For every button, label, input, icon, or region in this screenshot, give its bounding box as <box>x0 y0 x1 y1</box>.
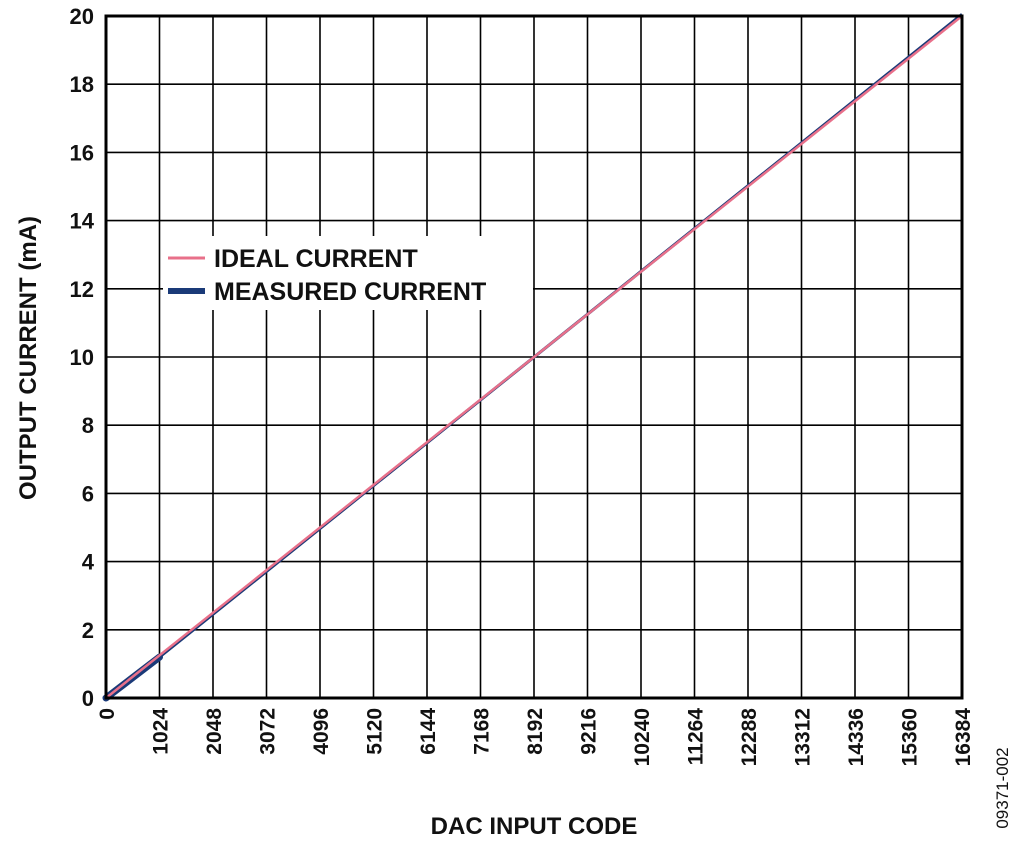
y-tick-label: 12 <box>70 277 94 302</box>
y-tick-label: 10 <box>70 345 94 370</box>
y-tick-label: 8 <box>82 413 94 438</box>
x-tick-label: 14336 <box>845 708 868 766</box>
x-tick-label: 1024 <box>150 708 173 755</box>
x-tick-label: 11264 <box>685 708 708 766</box>
x-tick-label: 3072 <box>257 708 280 755</box>
x-tick-label: 12288 <box>738 708 761 767</box>
x-axis-ticks: 0 1024 2048 3072 4096 5120 6144 7168 8192 9216 102… <box>96 708 975 767</box>
plot-frame <box>104 14 964 700</box>
y-tick-label: 14 <box>70 209 95 234</box>
x-tick-label: 8192 <box>524 708 547 755</box>
figure-code: 09371-002 <box>993 747 1012 828</box>
y-tick-label: 20 <box>70 4 94 29</box>
x-tick-label: 10240 <box>631 708 654 766</box>
x-tick-label: 9216 <box>578 708 601 755</box>
y-tick-label: 18 <box>70 72 94 97</box>
legend-label-ideal: IDEAL CURRENT <box>214 245 418 273</box>
x-tick-label: 15360 <box>899 708 922 766</box>
legend-background <box>163 236 533 310</box>
x-tick-label: 13312 <box>792 708 815 766</box>
x-axis-label: DAC INPUT CODE <box>431 813 638 840</box>
y-tick-label: 0 <box>82 686 94 711</box>
y-tick-label: 4 <box>82 550 95 575</box>
y-tick-label: 16 <box>70 140 94 165</box>
x-tick-label: 2048 <box>203 708 226 755</box>
legend: IDEAL CURRENT MEASURED CURRENT <box>163 236 533 310</box>
x-tick-label: 7168 <box>471 708 494 755</box>
series-line-ideal-current <box>105 15 963 699</box>
series-layer <box>102 13 963 702</box>
legend-label-measured: MEASURED CURRENT <box>214 278 486 306</box>
x-tick-label: 5120 <box>364 708 387 755</box>
x-tick-label: 0 <box>96 708 119 720</box>
x-tick-label: 16384 <box>952 708 975 767</box>
y-axis-ticks: 0 2 4 6 8 10 12 14 16 18 20 <box>70 4 95 711</box>
y-axis-label: OUTPUT CURRENT (mA) <box>15 216 42 500</box>
x-tick-label: 4096 <box>310 708 333 755</box>
x-tick-label: 6144 <box>417 708 440 755</box>
y-tick-label: 6 <box>82 481 94 506</box>
y-tick-label: 2 <box>82 618 94 643</box>
